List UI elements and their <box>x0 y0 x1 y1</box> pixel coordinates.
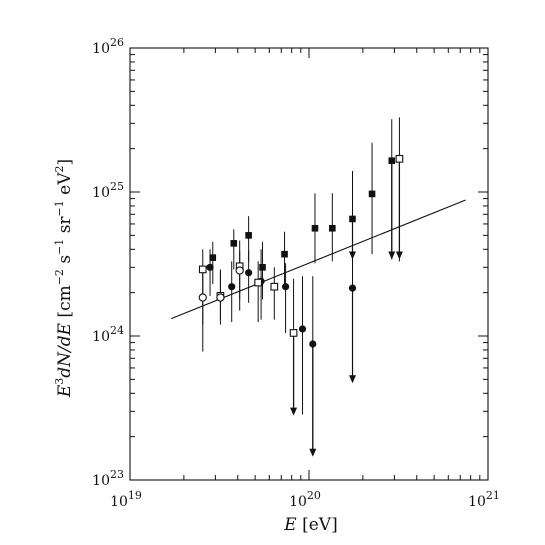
filled-square-marker <box>368 190 376 198</box>
plot-frame <box>129 47 489 481</box>
filled-circle-marker <box>298 325 307 333</box>
axis-ticks <box>129 47 489 481</box>
open-square-marker <box>270 282 279 291</box>
y-tick-label: 1023 <box>92 468 124 489</box>
upper-limit-arrow <box>388 251 396 260</box>
upper-limit-arrow <box>349 375 357 384</box>
filled-square-marker <box>329 224 336 232</box>
open-square-marker <box>198 265 207 274</box>
y-tick-label: 1026 <box>92 36 124 57</box>
filled-circle-marker <box>281 283 290 291</box>
x-tick-label: 1020 <box>289 489 321 510</box>
filled-square-marker <box>245 232 252 239</box>
upper-limit-arrow <box>309 448 317 457</box>
filled-circle-marker <box>206 263 214 271</box>
y-tick-label: 1025 <box>92 180 124 201</box>
y-tick-label: 1024 <box>92 324 124 345</box>
filled-circle-marker <box>309 340 317 348</box>
x-tick-label: 1021 <box>468 489 500 510</box>
upper-limit-arrow <box>395 251 403 260</box>
open-square-marker <box>289 329 298 337</box>
filled-square-marker <box>230 240 238 247</box>
filled-square-marker <box>281 250 288 258</box>
filled-circle-marker <box>348 284 357 292</box>
filled-circle-marker <box>245 269 253 277</box>
upper-limit-arrow <box>349 251 357 260</box>
filled-square-marker <box>388 157 396 164</box>
error-bars <box>202 117 401 455</box>
open-circle-marker <box>216 293 225 302</box>
data-markers <box>198 154 404 457</box>
filled-square-marker <box>311 224 319 232</box>
axis-labels: 1019 1020 1021 1023 1024 1025 1026 E [eV] E3dN/d… <box>53 36 500 535</box>
open-square-marker <box>395 154 404 163</box>
open-circle-marker <box>198 293 207 302</box>
x-tick-label: 1019 <box>110 489 142 510</box>
filled-circle-marker <box>228 283 236 291</box>
filled-square-marker <box>349 215 356 223</box>
upper-limit-arrow <box>290 407 298 416</box>
filled-square-marker <box>259 263 266 271</box>
open-circle-marker <box>235 266 244 275</box>
x-axis-label: E [eV] <box>283 515 337 535</box>
filled-square-marker <box>209 254 217 261</box>
y-axis-label: E3dN/dE [cm−2 s−1 sr−1 eV2] <box>53 159 75 398</box>
open-square-marker <box>254 278 263 287</box>
